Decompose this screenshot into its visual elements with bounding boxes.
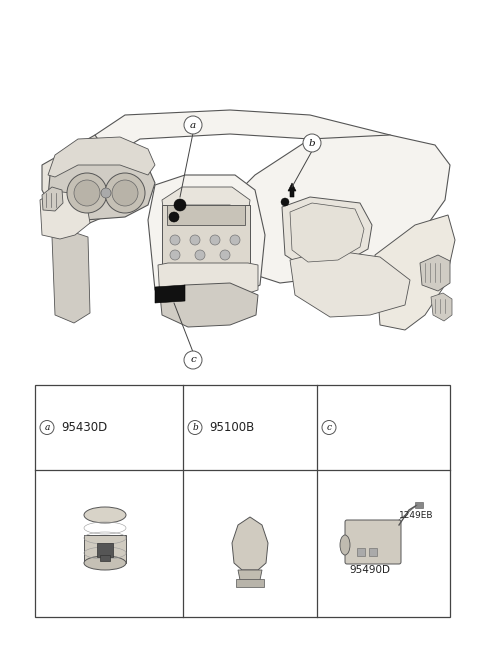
Text: c: c <box>326 423 332 432</box>
Polygon shape <box>48 137 155 177</box>
Polygon shape <box>148 175 265 303</box>
Circle shape <box>112 180 138 206</box>
Polygon shape <box>290 203 364 262</box>
Circle shape <box>220 250 230 260</box>
Circle shape <box>322 421 336 434</box>
Polygon shape <box>48 155 155 220</box>
Polygon shape <box>282 197 372 268</box>
Text: b: b <box>309 138 315 147</box>
Text: 95490D: 95490D <box>349 565 390 575</box>
Text: 95430D: 95430D <box>61 421 107 434</box>
Polygon shape <box>288 183 296 197</box>
Circle shape <box>169 212 179 222</box>
Bar <box>369 548 377 556</box>
Circle shape <box>190 235 200 245</box>
Circle shape <box>170 235 180 245</box>
Circle shape <box>188 421 202 434</box>
Polygon shape <box>290 250 410 317</box>
Circle shape <box>303 134 321 152</box>
Circle shape <box>40 421 54 434</box>
Bar <box>236 579 264 587</box>
Circle shape <box>101 188 111 198</box>
Text: a: a <box>44 423 50 432</box>
Polygon shape <box>160 283 258 327</box>
Bar <box>84 535 126 563</box>
Circle shape <box>74 180 100 206</box>
Polygon shape <box>40 191 90 239</box>
FancyBboxPatch shape <box>345 520 401 564</box>
Polygon shape <box>232 517 268 570</box>
Ellipse shape <box>84 507 126 523</box>
Polygon shape <box>42 135 130 225</box>
Ellipse shape <box>84 556 126 570</box>
Polygon shape <box>162 187 250 215</box>
Circle shape <box>67 173 107 213</box>
Text: c: c <box>190 356 196 364</box>
Circle shape <box>230 235 240 245</box>
Polygon shape <box>42 187 63 211</box>
Polygon shape <box>238 570 262 580</box>
Circle shape <box>210 235 220 245</box>
Polygon shape <box>52 231 90 323</box>
Polygon shape <box>420 255 450 291</box>
Circle shape <box>184 351 202 369</box>
Circle shape <box>195 250 205 260</box>
Bar <box>97 543 113 557</box>
Ellipse shape <box>340 535 350 555</box>
Bar <box>162 205 250 265</box>
Polygon shape <box>375 215 455 330</box>
Bar <box>357 548 365 556</box>
Circle shape <box>281 198 289 206</box>
Text: 95100B: 95100B <box>209 421 254 434</box>
Circle shape <box>170 250 180 260</box>
Text: b: b <box>192 423 198 432</box>
Bar <box>415 502 423 508</box>
Bar <box>100 555 110 561</box>
Bar <box>167 205 245 225</box>
Polygon shape <box>155 285 185 303</box>
Circle shape <box>105 173 145 213</box>
Text: 1249EB: 1249EB <box>399 511 433 520</box>
Polygon shape <box>158 263 258 303</box>
Circle shape <box>174 199 186 211</box>
Polygon shape <box>431 293 452 321</box>
Circle shape <box>184 116 202 134</box>
Text: a: a <box>190 121 196 130</box>
Bar <box>35 385 450 617</box>
Polygon shape <box>235 135 450 283</box>
Polygon shape <box>95 110 420 157</box>
